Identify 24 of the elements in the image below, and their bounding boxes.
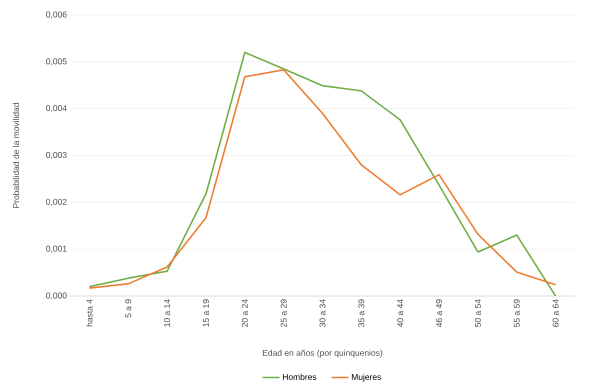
legend-label: Hombres [282, 374, 316, 380]
y-axis-title: Probabilidad de la movilidad [12, 103, 20, 208]
x-tick-label: 60 a 64 [552, 299, 559, 327]
x-tick-label: 50 a 54 [474, 299, 481, 327]
x-tick-label: 5 a 9 [125, 299, 132, 318]
y-tick-label: 0,006 [46, 12, 67, 18]
y-tick-label: 0,004 [46, 105, 67, 112]
y-tick-label: 0,002 [46, 198, 67, 206]
x-axis-title: Edad en años (por quinquenios) [262, 350, 382, 358]
x-tick-label: 46 a 49 [436, 299, 442, 328]
y-tick-label: 0,001 [46, 246, 67, 253]
x-tick-label: 25 a 29 [280, 299, 287, 327]
legend-label: Mujeres [352, 374, 382, 382]
x-tick-label: 35 a 39 [358, 299, 364, 327]
x-tick-label: 20 a 24 [242, 299, 248, 327]
y-tick-label: 0,000 [46, 292, 67, 300]
x-tick-label: 40 a 44 [397, 299, 404, 328]
x-tick-label: 10 a 14 [164, 299, 170, 327]
x-tick-label: 15 a 19 [202, 299, 209, 327]
x-tick-label: 55 a 59 [514, 299, 520, 327]
y-tick-label: 0,003 [46, 152, 67, 159]
x-tick-label: 30 a 34 [320, 299, 326, 327]
x-tick-label: hasta 4 [86, 299, 93, 326]
y-tick-label: 0,005 [46, 58, 67, 66]
